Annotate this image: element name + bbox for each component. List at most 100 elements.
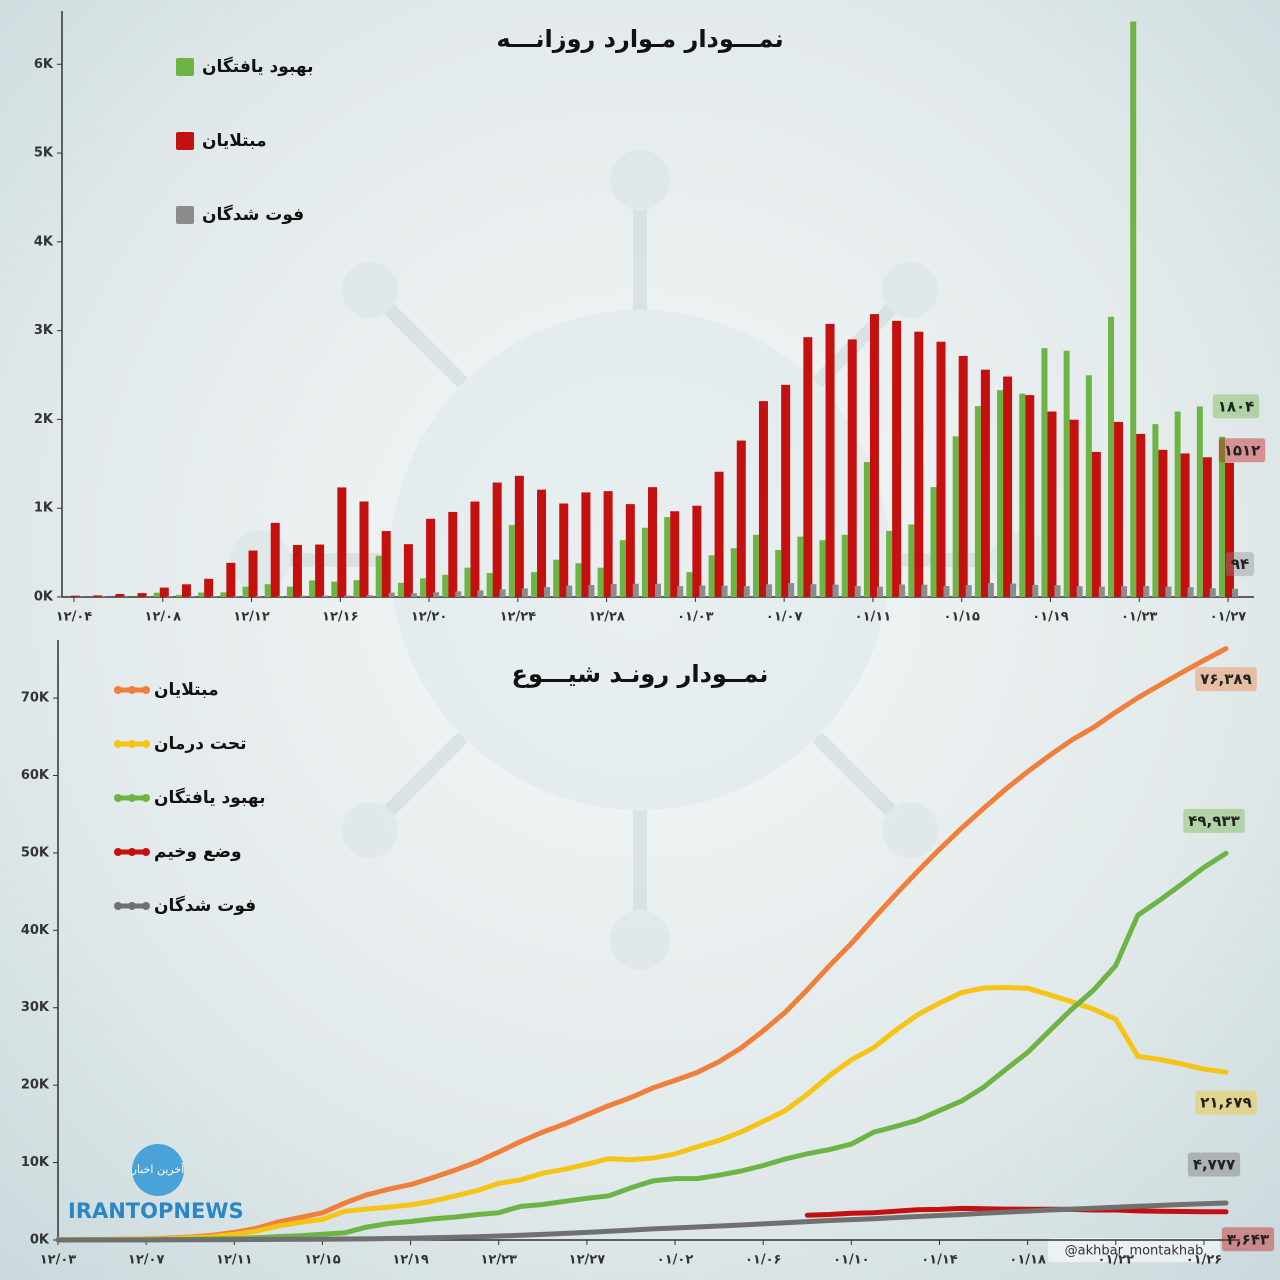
bar [943, 585, 950, 597]
bar [1041, 348, 1048, 597]
legend-dot [114, 686, 122, 694]
bar [1180, 453, 1190, 597]
bar [537, 489, 547, 597]
bar [1232, 588, 1238, 597]
y-tick-label: 0K [30, 1233, 50, 1248]
bar [470, 501, 480, 597]
line-series [55, 646, 1229, 1243]
y-tick-label: 1K [34, 501, 54, 516]
x-tick-label: ۱۲/۱۶ [322, 610, 359, 625]
value-label-text: ۷۶,۳۸۹ [1200, 670, 1251, 688]
bar [381, 531, 391, 597]
bar [521, 588, 528, 597]
legend-dot [142, 848, 150, 856]
bar [397, 582, 404, 597]
bar [309, 580, 316, 597]
value-label: ۷۶,۳۸۹ [1195, 667, 1257, 692]
bar [1136, 433, 1146, 597]
value-label-text: ۱۵۱۲ [1224, 441, 1261, 459]
bar [670, 511, 680, 597]
bar [166, 596, 173, 597]
value-label-text: ۲۱,۶۷۹ [1200, 1094, 1251, 1112]
value-label: ۴۹,۹۳۳ [1183, 808, 1245, 833]
bar [1114, 421, 1124, 597]
bar [286, 586, 293, 597]
bar [575, 563, 582, 597]
x-tick-label: ۱۲/۰۴ [56, 610, 93, 625]
bar [1152, 424, 1159, 597]
bar [292, 544, 302, 597]
bar [588, 585, 595, 597]
value-label-text: ۴۹,۹۳۳ [1188, 812, 1239, 830]
bar [876, 586, 883, 597]
value-label: ۱۸۰۴ [1212, 394, 1260, 419]
y-tick-label: 70K [21, 691, 50, 706]
bar [508, 525, 515, 597]
bar [1174, 411, 1181, 597]
chart-title: نمــودار رونـد شیـــوع [512, 660, 769, 688]
y-tick-label: 6K [34, 57, 54, 72]
y-tick-label: 60K [21, 768, 50, 783]
bar [559, 503, 569, 597]
bar [198, 592, 205, 597]
bar [980, 369, 990, 597]
bar [1019, 393, 1026, 597]
bar [1130, 21, 1137, 597]
x-tick-label: ۰۱/۲۷ [1210, 610, 1247, 625]
x-tick-label: ۱۲/۱۹ [392, 1253, 429, 1268]
bar [930, 487, 937, 597]
bar [832, 584, 839, 597]
x-tick-label: ۱۲/۲۴ [500, 610, 537, 625]
bar [914, 331, 924, 597]
bar [597, 567, 604, 597]
bar [1202, 457, 1212, 597]
bar [448, 511, 458, 597]
brand-badge: آخرین اخبار IRANTOPNEWS @akhbar_montakha… [68, 1144, 1220, 1262]
bar [531, 572, 538, 597]
bar [610, 583, 617, 597]
legend-label: فوت شدگان [154, 895, 256, 916]
x-tick-label: ۱۲/۱۲ [233, 610, 270, 625]
legend-label: مبتلایان [202, 131, 267, 151]
y-tick-label: 40K [21, 923, 50, 938]
bar [952, 436, 959, 597]
bar [997, 390, 1004, 597]
legend-label: مبتلایان [154, 680, 219, 700]
legend-dot [142, 794, 150, 802]
bar [664, 517, 671, 597]
legend-label: بهبود یافتگان [202, 56, 313, 77]
x-tick-label: ۱۲/۰۳ [40, 1253, 77, 1268]
bar [825, 323, 835, 597]
x-tick-label: ۰۱/۱۱ [855, 610, 892, 625]
x-tick-label: ۰۱/۱۸ [1009, 1253, 1046, 1268]
bar [803, 337, 813, 597]
value-label: ۲۱,۶۷۹ [1195, 1090, 1257, 1115]
bar [847, 339, 857, 597]
bar [353, 580, 360, 597]
bar [299, 595, 306, 597]
x-tick-label: ۰۱/۲۳ [1121, 610, 1158, 625]
bar [115, 593, 125, 597]
bar [359, 501, 369, 597]
legend-dot [142, 740, 150, 748]
x-tick-label: ۱۲/۲۰ [411, 610, 448, 625]
legend-swatch [176, 58, 194, 76]
legend-dot [114, 740, 122, 748]
bar [819, 540, 826, 597]
legend-dot [114, 848, 122, 856]
bar [603, 491, 613, 597]
legend-dot [142, 686, 150, 694]
bar [226, 562, 236, 597]
x-tick-label: ۰۱/۲۶ [1186, 1253, 1223, 1268]
bar [642, 527, 648, 597]
y-tick-label: 0K [34, 590, 54, 605]
x-tick-label: ۰۱/۱۴ [921, 1253, 958, 1268]
bar [455, 591, 462, 597]
bar [175, 594, 182, 597]
bar [619, 540, 626, 597]
bar [420, 578, 427, 597]
line-series [55, 1200, 1229, 1243]
value-label: ۴,۷۷۷ [1187, 1152, 1241, 1177]
bar [869, 314, 879, 597]
